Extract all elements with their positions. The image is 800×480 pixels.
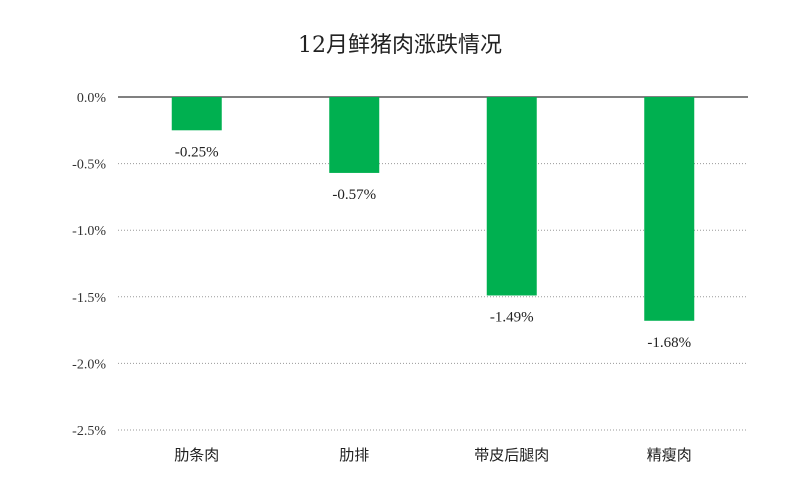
y-tick-label: -2.0% <box>72 357 106 372</box>
gridlines <box>118 96 748 431</box>
data-label: -1.49% <box>490 309 534 325</box>
x-category-label: 肋条肉 <box>174 446 219 464</box>
y-tick-label: -2.5% <box>72 424 106 439</box>
data-label: -0.25% <box>175 144 219 160</box>
y-tick-label: -0.5% <box>72 158 106 173</box>
data-labels: -0.25% -0.57% -1.49% -1.68% <box>175 144 691 350</box>
x-axis-categories: 肋条肉 肋排 带皮后腿肉 精瘦肉 <box>174 446 692 464</box>
y-tick-label: -1.0% <box>72 224 106 239</box>
data-label: -0.57% <box>332 187 376 203</box>
bar <box>486 97 537 296</box>
x-category-label: 带皮后腿肉 <box>474 446 549 464</box>
y-tick-label: -1.5% <box>72 291 106 306</box>
bar <box>171 97 222 131</box>
x-category-label: 肋排 <box>339 446 369 464</box>
bar <box>329 97 380 173</box>
bar <box>644 97 695 321</box>
chart-title: 12月鲜猪肉涨跌情况 <box>298 33 502 58</box>
x-category-label: 精瘦肉 <box>647 446 692 464</box>
data-label: -1.68% <box>647 335 691 351</box>
y-tick-label: 0.0% <box>77 91 107 106</box>
bars <box>171 97 695 321</box>
y-axis-ticks: 0.0% -0.5% -1.0% -1.5% -2.0% -2.5% <box>72 91 106 439</box>
